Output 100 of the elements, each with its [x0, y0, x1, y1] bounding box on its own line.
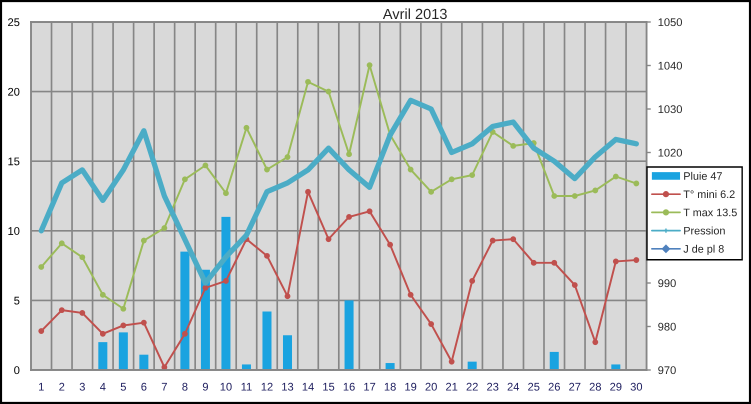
point — [264, 252, 270, 259]
y-tick-label: 0 — [14, 366, 20, 374]
point — [346, 151, 352, 158]
bar — [221, 216, 230, 370]
point — [38, 328, 44, 334]
point — [428, 321, 434, 327]
point — [305, 188, 311, 195]
bar — [262, 312, 272, 370]
point — [592, 188, 598, 194]
point — [161, 225, 168, 231]
point — [100, 330, 106, 337]
point — [182, 330, 188, 337]
point — [305, 78, 311, 85]
x-tick-label: 11 — [242, 382, 252, 391]
point — [510, 142, 516, 149]
x-tick-label: 18 — [384, 382, 396, 391]
point — [448, 358, 455, 365]
x-tick-label: 25 — [528, 382, 540, 391]
x-tick-label: 6 — [141, 382, 146, 391]
x-tick-label: 5 — [120, 382, 126, 391]
x-tick-label: 24 — [508, 382, 520, 391]
x-tick-label: 29 — [610, 382, 622, 391]
legend-label: T° mini 6.2 — [684, 190, 735, 198]
x-tick-label: 28 — [590, 382, 601, 391]
x-tick-label: 16 — [344, 382, 355, 391]
point — [284, 293, 290, 300]
point — [408, 166, 414, 172]
point — [202, 162, 208, 168]
x-tick-label: 23 — [487, 382, 498, 391]
point — [244, 124, 250, 131]
bar — [139, 354, 148, 370]
point — [161, 364, 168, 370]
point — [202, 284, 208, 291]
legend-label: Pression — [684, 226, 725, 235]
bar — [344, 300, 354, 370]
x-tick-label: 21 — [446, 382, 458, 391]
bar — [180, 252, 190, 370]
point — [326, 236, 332, 242]
x-tick-label: 2 — [59, 382, 64, 391]
x-tick-label: 19 — [405, 382, 416, 391]
y-tick-label: 15 — [8, 158, 20, 166]
chart-title: Avril 2013 — [382, 8, 447, 20]
bar — [118, 332, 128, 370]
point — [612, 174, 619, 180]
point — [448, 176, 455, 182]
point — [490, 238, 496, 244]
point — [469, 278, 476, 284]
point — [38, 264, 44, 270]
legend-label: Pluie 47 — [684, 172, 722, 180]
x-tick-label: 10 — [220, 382, 232, 391]
x-tick-label: 15 — [323, 382, 334, 391]
x-tick-label: 13 — [282, 382, 294, 391]
y-tick-label: 10 — [8, 227, 20, 235]
y2-tick-label: 970 — [658, 366, 676, 374]
point — [551, 193, 558, 199]
legend-label: J de pl 8 — [683, 244, 724, 255]
x-tick-label: 4 — [100, 382, 106, 391]
point — [530, 260, 537, 266]
point — [223, 190, 229, 196]
point — [551, 260, 558, 266]
point — [284, 154, 290, 160]
point — [572, 282, 578, 288]
point — [592, 339, 598, 346]
x-tick-label: 9 — [202, 382, 208, 391]
x-tick-label: 12 — [262, 382, 273, 391]
point — [58, 240, 65, 246]
y2-tick-label: 1050 — [658, 18, 682, 26]
point — [346, 214, 352, 220]
point — [408, 292, 414, 298]
point — [120, 322, 126, 328]
x-tick-label: 7 — [162, 382, 167, 391]
x-tick-label: 26 — [548, 382, 560, 391]
point — [79, 310, 86, 316]
y-tick-label: 25 — [8, 18, 20, 26]
x-tick-label: 27 — [569, 382, 580, 391]
point — [223, 278, 229, 284]
point — [326, 88, 332, 95]
point — [58, 307, 65, 314]
bar — [282, 335, 292, 370]
point — [366, 208, 372, 214]
y2-tick-label: 1040 — [658, 62, 682, 70]
point — [469, 172, 476, 178]
x-tick-label: 22 — [466, 382, 478, 391]
point — [140, 238, 147, 244]
legend-label: T max 13.5 — [684, 208, 737, 216]
point — [387, 242, 394, 248]
x-tick-label: 30 — [630, 382, 642, 391]
point — [79, 254, 86, 260]
point — [633, 257, 640, 263]
bar — [98, 342, 108, 370]
bar — [550, 352, 559, 370]
point — [120, 306, 126, 312]
y-tick-label: 5 — [14, 296, 20, 305]
y2-tick-label: 1020 — [658, 148, 682, 157]
x-tick-label: 3 — [80, 382, 85, 391]
y2-tick-label: 1030 — [658, 105, 682, 114]
point — [264, 166, 270, 172]
point — [572, 193, 578, 199]
y2-tick-label: 990 — [658, 279, 676, 288]
point — [428, 188, 434, 195]
